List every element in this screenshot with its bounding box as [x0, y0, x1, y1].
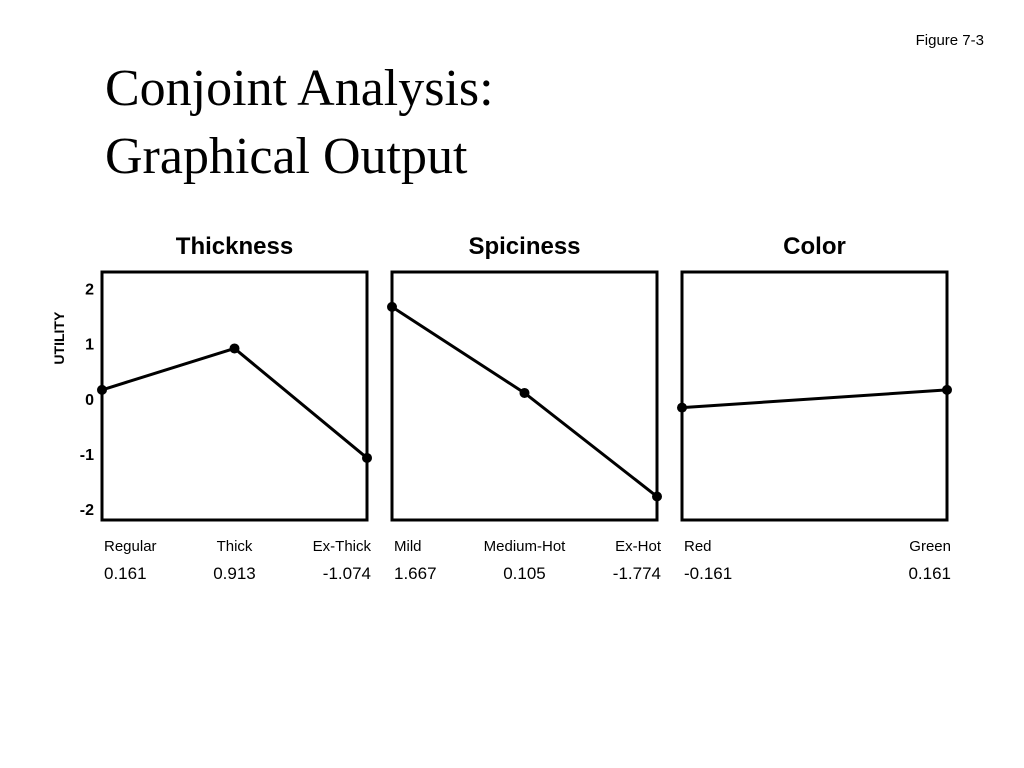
y-tick-label: 0	[85, 392, 94, 409]
slide-title-line-2: Graphical Output	[105, 128, 468, 185]
value-label: 0.913	[213, 564, 256, 583]
slide-title: Conjoint Analysis: Graphical Output	[105, 55, 494, 191]
category-label: Thick	[217, 538, 253, 555]
data-point	[362, 452, 372, 463]
plot-frame	[390, 270, 659, 522]
category-label: Regular	[104, 538, 157, 555]
plot-frame	[680, 270, 949, 522]
value-label: -1.074	[323, 564, 371, 583]
data-point	[519, 387, 530, 398]
chart-panel-0: Thickness Regular 0.161 Thick 0.913 Ex-Thick -…	[51, 233, 372, 583]
series-line	[101, 346, 368, 460]
chart-panel-2: Color Red -0.161 Green 0.161	[677, 233, 952, 583]
chart-title: Thickness	[176, 233, 293, 260]
y-tick-label: -2	[80, 502, 94, 519]
category-label: Ex-Thick	[313, 538, 372, 555]
y-tick-label: -1	[80, 447, 94, 464]
y-tick-label: 2	[85, 282, 94, 299]
data-point	[677, 402, 687, 413]
value-label: -1.774	[613, 564, 661, 583]
data-point	[97, 384, 107, 395]
figure-label: Figure 7-3	[915, 32, 984, 49]
value-label: 0.105	[503, 564, 546, 583]
y-axis-label: UTILITY	[51, 311, 67, 365]
series-line	[391, 305, 658, 498]
chart-title: Color	[783, 233, 846, 260]
category-label: Red	[684, 538, 712, 555]
category-label: Medium-Hot	[484, 538, 567, 555]
category-label: Mild	[394, 538, 422, 555]
category-label: Green	[909, 538, 951, 555]
data-point	[387, 301, 397, 312]
series-line	[681, 388, 948, 410]
data-point	[652, 491, 662, 502]
plot-frame	[100, 270, 369, 522]
value-label: 0.161	[908, 564, 951, 583]
chart-title: Spiciness	[468, 233, 580, 260]
chart-panel-1: Spiciness Mild 1.667 Medium-Hot 0.105 Ex-Hot -…	[387, 233, 662, 583]
slide-title-line-1: Conjoint Analysis:	[105, 60, 494, 117]
value-label: 1.667	[394, 564, 437, 583]
value-label: -0.161	[684, 564, 732, 583]
data-point	[942, 384, 952, 395]
category-label: Ex-Hot	[615, 538, 662, 555]
value-label: 0.161	[104, 564, 147, 583]
data-point	[229, 343, 240, 354]
y-tick-label: 1	[85, 337, 94, 354]
